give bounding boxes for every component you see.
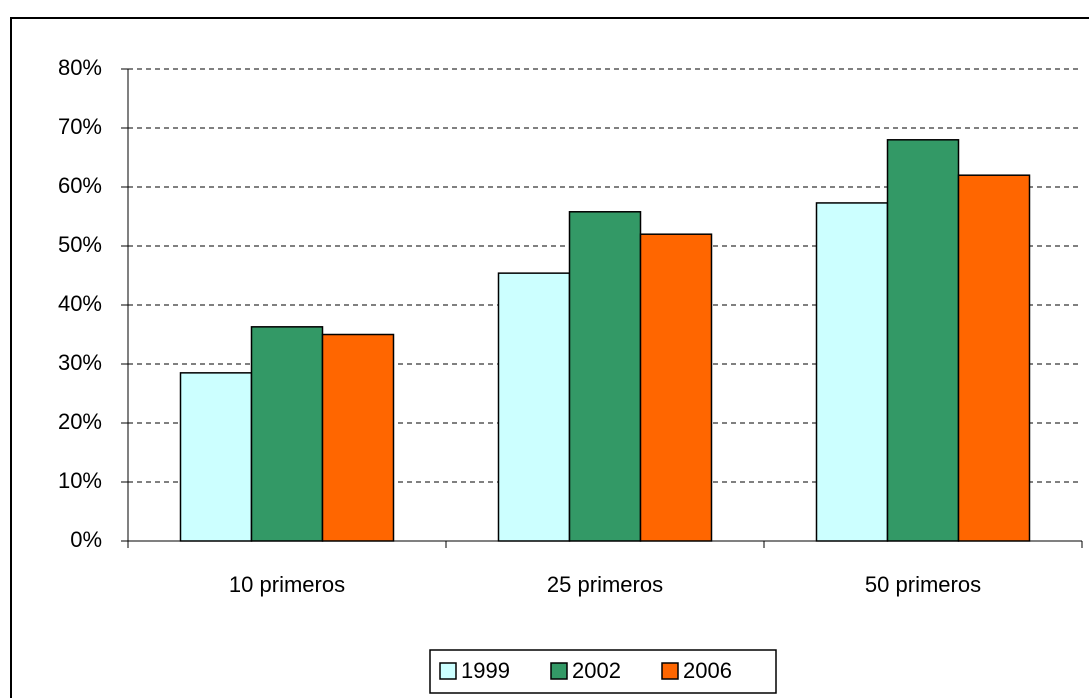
y-tick-label: 80%: [58, 55, 102, 80]
x-tick-label: 50 primeros: [865, 572, 981, 597]
legend-swatch: [661, 662, 679, 680]
x-tick-label: 25 primeros: [547, 572, 663, 597]
bar: [886, 139, 960, 542]
x-tick-label: 10 primeros: [229, 572, 345, 597]
bar: [321, 333, 395, 542]
y-tick-label: 30%: [58, 350, 102, 375]
legend-swatch: [550, 662, 568, 680]
y-tick-label: 20%: [58, 409, 102, 434]
y-tick-label: 0%: [70, 527, 102, 552]
bar: [815, 202, 889, 542]
legend-label: 2002: [572, 658, 621, 683]
legend-swatch: [439, 662, 457, 680]
legend-label: 1999: [461, 658, 510, 683]
bar: [497, 272, 571, 542]
y-tick-label: 40%: [58, 291, 102, 316]
bar: [179, 372, 253, 542]
legend-label: 2006: [683, 658, 732, 683]
bar: [957, 174, 1031, 542]
y-tick-label: 10%: [58, 468, 102, 493]
bar: [639, 233, 713, 542]
bar: [568, 211, 642, 542]
y-tick-label: 50%: [58, 232, 102, 257]
bar: [250, 326, 324, 542]
legend-box: [429, 649, 777, 694]
y-tick-label: 60%: [58, 173, 102, 198]
y-tick-label: 70%: [58, 114, 102, 139]
